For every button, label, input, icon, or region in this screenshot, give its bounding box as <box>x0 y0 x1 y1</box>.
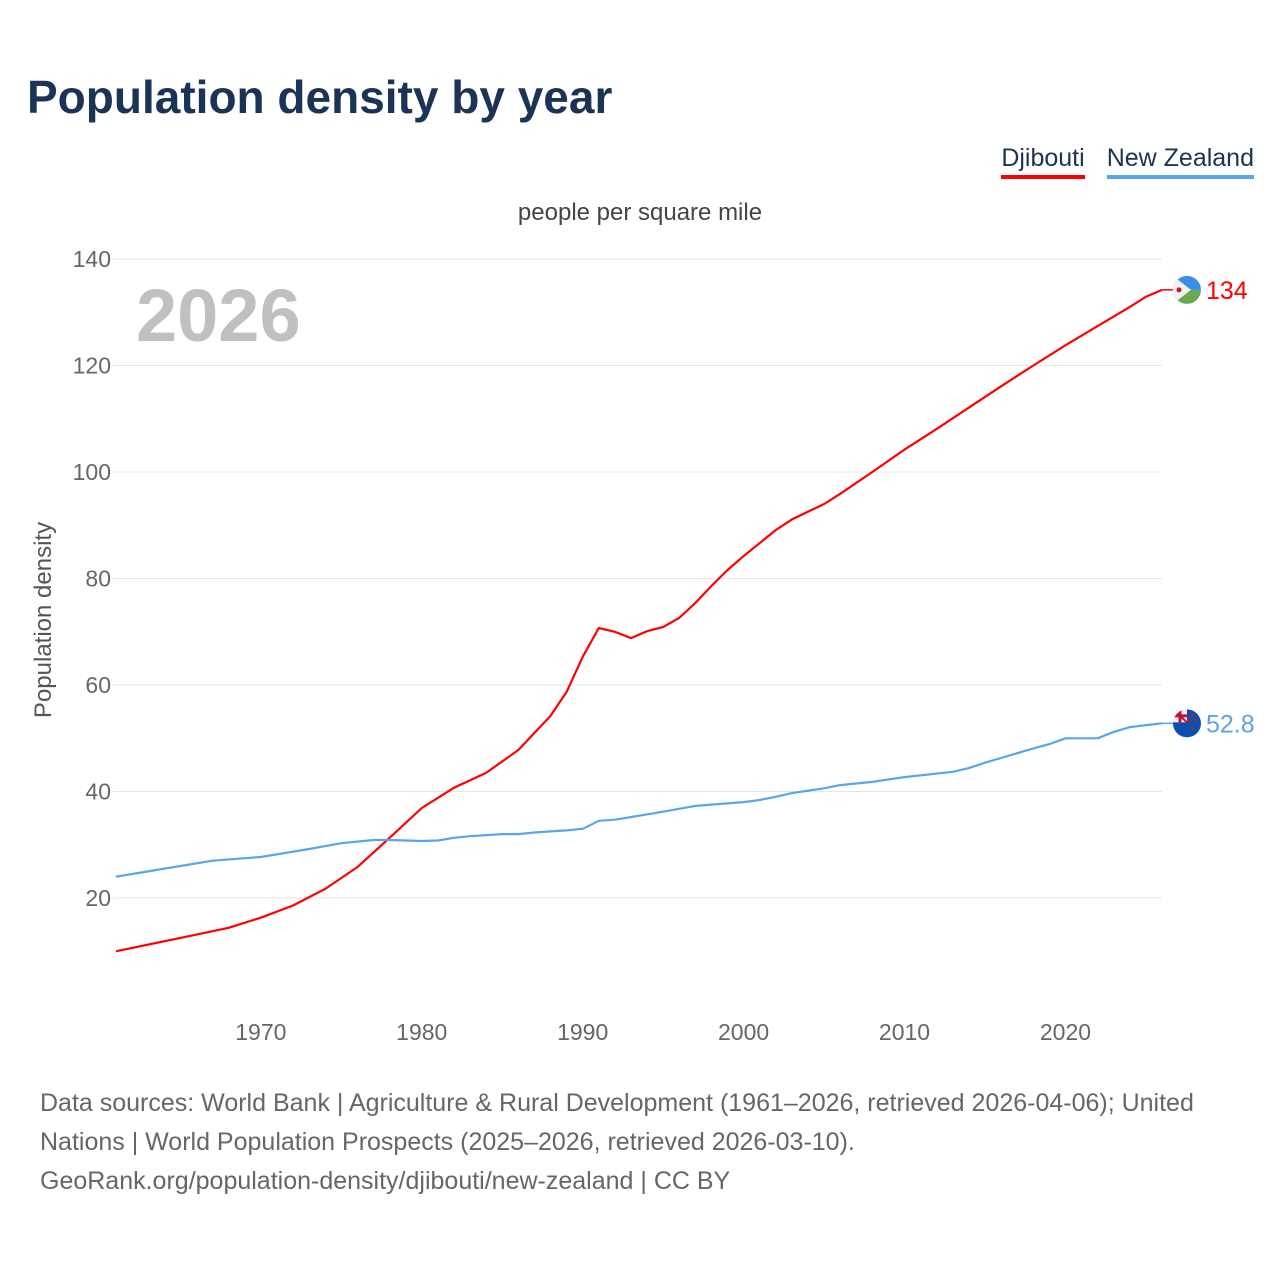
end-label-djibouti: 134 <box>1206 277 1248 305</box>
y-tick-120: 120 <box>73 353 111 379</box>
djibouti-flag-icon <box>1173 275 1201 304</box>
series-lines <box>115 288 1163 953</box>
series-end-markers: 134 52.8 <box>1162 275 1255 738</box>
y-tick-labels: 20 40 60 80 100 120 140 <box>73 246 111 911</box>
x-tick-labels: 1970 1980 1990 2000 2010 2020 <box>235 1019 1091 1045</box>
legend-item-new-zealand[interactable]: New Zealand <box>1106 144 1254 179</box>
flag-star-3 <box>1190 726 1194 730</box>
flag-red-star <box>1176 287 1182 293</box>
legend: Djibouti New Zealand <box>1001 144 1254 179</box>
chart-subtitle: people per square mile <box>518 199 762 226</box>
data-sources: Data sources: World Bank | Agriculture &… <box>40 1089 1194 1156</box>
series-line-djibouti <box>115 288 1163 953</box>
y-tick-100: 100 <box>73 459 111 485</box>
y-tick-40: 40 <box>85 779 111 805</box>
source-link[interactable]: GeoRank.org/population-density/djibouti/… <box>40 1167 731 1195</box>
year-watermark: 2026 <box>136 274 301 357</box>
x-tick-1990: 1990 <box>557 1019 608 1045</box>
footer: Data sources: World Bank | Agriculture &… <box>40 1084 1250 1201</box>
new-zealand-flag-icon <box>1173 709 1201 738</box>
gridlines <box>113 258 1162 899</box>
flag-star-2 <box>1187 718 1191 722</box>
series-line-new-zealand <box>115 722 1163 878</box>
flag-union-horizontal <box>1173 714 1187 718</box>
x-tick-1980: 1980 <box>396 1019 447 1045</box>
x-tick-1970: 1970 <box>235 1019 286 1045</box>
end-label-new-zealand: 52.8 <box>1206 710 1255 738</box>
x-tick-2020: 2020 <box>1040 1019 1091 1045</box>
y-tick-80: 80 <box>85 566 111 592</box>
y-tick-60: 60 <box>85 672 111 698</box>
y-tick-140: 140 <box>73 246 111 272</box>
x-tick-2010: 2010 <box>879 1019 930 1045</box>
line-chart: people per square mile Population densit… <box>30 199 1255 1045</box>
y-axis-label: Population density <box>30 522 57 718</box>
x-tick-2000: 2000 <box>718 1019 769 1045</box>
legend-item-djibouti[interactable]: Djibouti <box>1001 144 1085 179</box>
flag-white-triangle <box>1173 275 1191 304</box>
flag-star-1 <box>1193 718 1197 722</box>
chart-title: Population density by year <box>27 71 613 123</box>
flag-star-0 <box>1190 713 1194 717</box>
y-tick-20: 20 <box>85 885 111 911</box>
